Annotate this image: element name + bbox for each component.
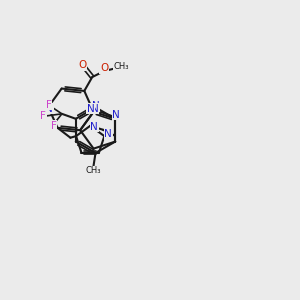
Text: N: N (112, 110, 120, 120)
Text: N: N (92, 101, 99, 111)
Text: F: F (40, 111, 46, 121)
Text: F: F (51, 121, 57, 131)
Text: O: O (100, 63, 108, 73)
Text: F: F (46, 100, 52, 110)
Text: N: N (45, 104, 53, 114)
Text: N: N (90, 122, 98, 132)
Text: CH₃: CH₃ (113, 62, 129, 71)
Text: CH₃: CH₃ (86, 166, 101, 175)
Text: N: N (91, 104, 98, 114)
Text: N: N (87, 104, 94, 114)
Text: N: N (104, 129, 112, 139)
Text: O: O (78, 60, 86, 70)
